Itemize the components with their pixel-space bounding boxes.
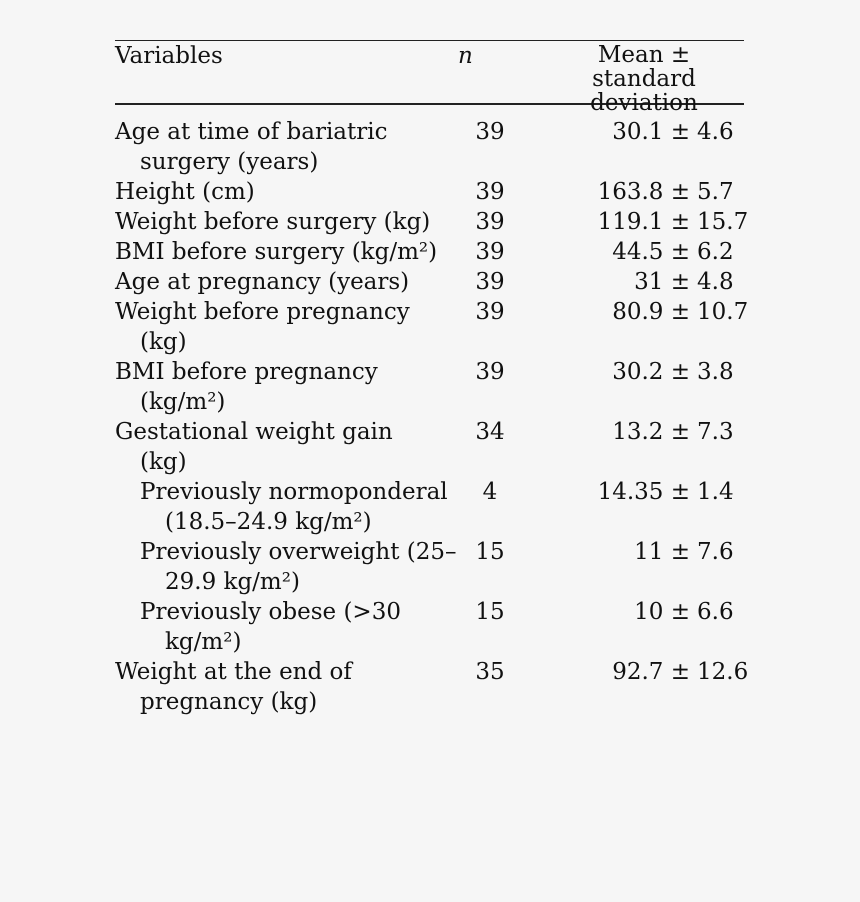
row-sd: 15.7	[697, 209, 749, 235]
row-sd: 4.8	[697, 269, 734, 295]
row-n: 39	[475, 119, 505, 145]
table-row: Previously overweight (25–29.9 kg/m²) 15…	[115, 537, 744, 597]
table-row: Age at pregnancy (years) 39 31 ± 4.8	[115, 267, 744, 297]
table-row: Previously obese (>30 kg/m²) 15 10 ± 6.6	[115, 597, 744, 657]
row-label: Age at pregnancy (years)	[115, 269, 410, 295]
table-row: Previously normoponderal (18.5–24.9 kg/m…	[115, 477, 744, 537]
table-row: BMI before pregnancy (kg/m²) 39 30.2 ± 3…	[115, 357, 744, 417]
row-sd: 7.6	[697, 539, 734, 565]
row-sd: 4.6	[697, 119, 734, 145]
row-n: 39	[475, 209, 505, 235]
row-sd: 1.4	[697, 479, 734, 505]
row-mean: 92.7 ±	[612, 659, 690, 685]
row-n: 39	[475, 299, 505, 325]
row-label: Weight before surgery (kg)	[115, 209, 431, 235]
row-label: Age at time of bariatric surgery (years)	[115, 119, 388, 175]
row-sd: 7.3	[697, 419, 734, 445]
row-sd: 12.6	[697, 659, 749, 685]
row-mean: 80.9 ±	[612, 299, 690, 325]
row-mean: 31 ±	[634, 269, 690, 295]
table-header-rule	[115, 103, 744, 105]
row-sd: 3.8	[697, 359, 734, 385]
header-n: n	[458, 43, 473, 69]
row-sd: 5.7	[697, 179, 734, 205]
row-sd: 6.6	[697, 599, 734, 625]
table-header: Variables n Mean ± standard deviation	[115, 41, 744, 115]
table-top-rule	[115, 40, 744, 41]
row-label: Weight at the end of pregnancy (kg)	[115, 659, 352, 715]
row-sd: 10.7	[697, 299, 749, 325]
row-label: BMI before pregnancy (kg/m²)	[115, 359, 378, 415]
row-label: Gestational weight gain (kg)	[115, 419, 393, 475]
row-label: Height (cm)	[115, 179, 255, 205]
row-n: 39	[475, 239, 505, 265]
row-mean: 13.2 ±	[612, 419, 690, 445]
data-table: Variables n Mean ± standard deviation Ag…	[115, 40, 748, 717]
row-mean: 10 ±	[634, 599, 690, 625]
row-label: Previously overweight (25–29.9 kg/m²)	[140, 539, 457, 595]
table-row: Age at time of bariatric surgery (years)…	[115, 117, 744, 177]
row-sd: 6.2	[697, 239, 734, 265]
row-mean: 44.5 ±	[612, 239, 690, 265]
table-row: BMI before surgery (kg/m²) 39 44.5 ± 6.2	[115, 237, 744, 267]
table-row: Gestational weight gain (kg) 34 13.2 ± 7…	[115, 417, 744, 477]
row-mean: 119.1 ±	[597, 209, 690, 235]
table-row: Weight at the end of pregnancy (kg) 35 9…	[115, 657, 748, 717]
row-mean: 163.8 ±	[597, 179, 690, 205]
header-mean-sd: Mean ± standard deviation	[590, 42, 698, 116]
row-n: 34	[475, 419, 505, 445]
row-label: Weight before pregnancy (kg)	[115, 299, 410, 355]
row-n: 15	[475, 539, 505, 565]
row-n: 39	[475, 269, 505, 295]
row-n: 35	[475, 659, 505, 685]
row-n: 4	[482, 479, 498, 505]
row-n: 39	[475, 359, 505, 385]
row-mean: 14.35 ±	[597, 479, 690, 505]
row-n: 39	[475, 179, 505, 205]
row-mean: 30.2 ±	[612, 359, 690, 385]
header-variables: Variables	[115, 43, 223, 69]
table-row: Weight before pregnancy (kg) 39 80.9 ± 1…	[115, 297, 748, 357]
row-label: Previously normoponderal (18.5–24.9 kg/m…	[140, 479, 448, 535]
row-mean: 11 ±	[634, 539, 690, 565]
table-row: Height (cm) 39 163.8 ± 5.7	[115, 177, 744, 207]
table-body: Age at time of bariatric surgery (years)…	[115, 105, 748, 717]
table-row: Weight before surgery (kg) 39 119.1 ± 15…	[115, 207, 748, 237]
row-label: BMI before surgery (kg/m²)	[115, 239, 438, 265]
row-n: 15	[475, 599, 505, 625]
row-mean: 30.1 ±	[612, 119, 690, 145]
row-label: Previously obese (>30 kg/m²)	[140, 599, 401, 655]
